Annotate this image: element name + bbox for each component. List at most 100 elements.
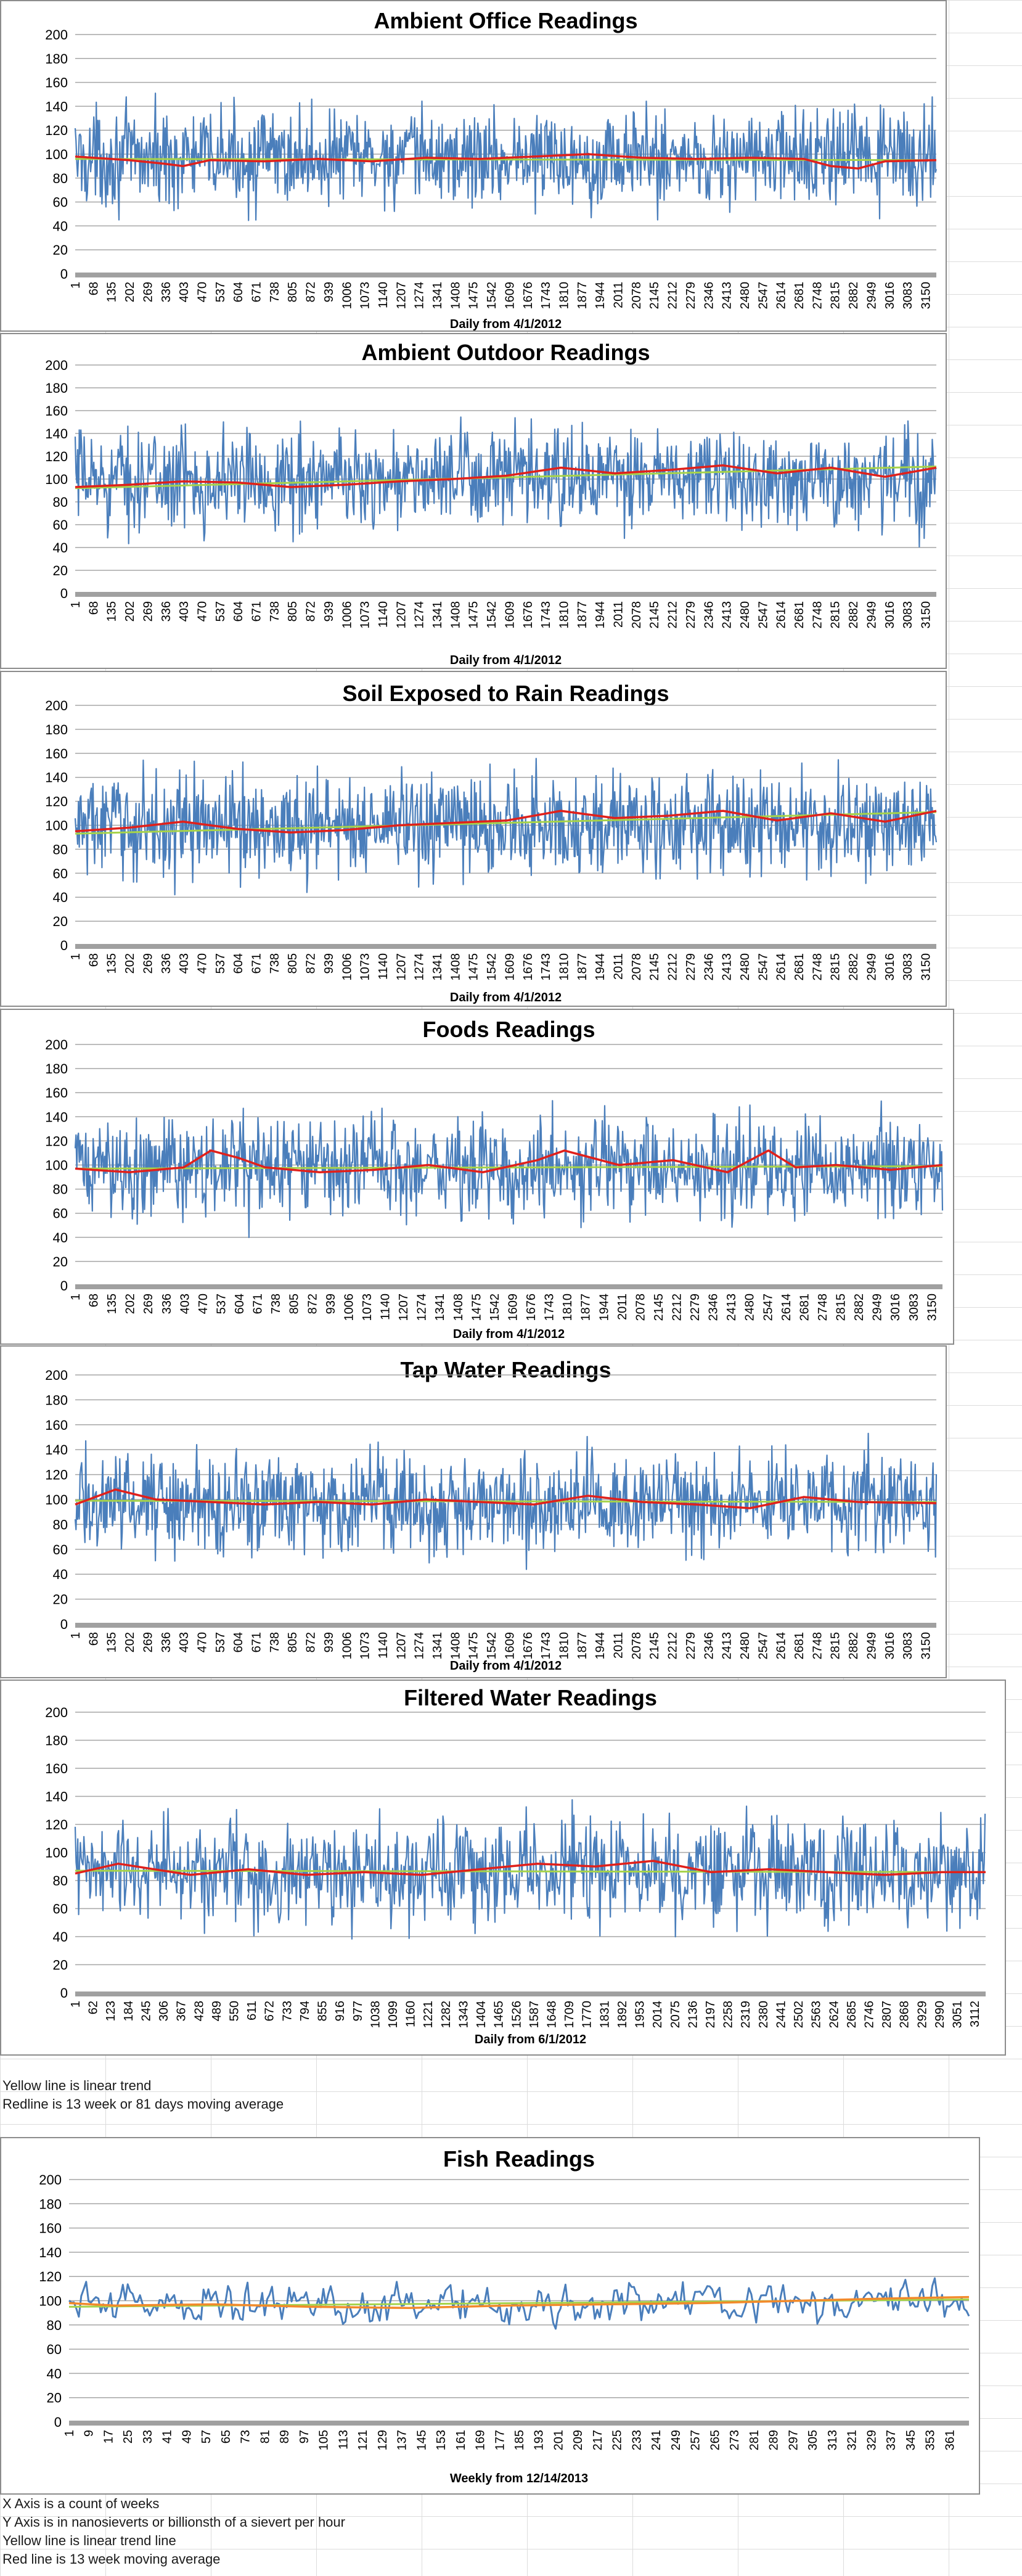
x-tick-label: 3112 bbox=[968, 2001, 982, 2027]
x-tick-label: 1408 bbox=[449, 953, 462, 981]
x-tick-label: 202 bbox=[123, 282, 137, 302]
y-tick-label: 80 bbox=[53, 1873, 68, 1889]
x-tick-label: 1743 bbox=[539, 282, 553, 310]
x-tick-label: 3083 bbox=[901, 282, 915, 310]
x-tick-label: 2078 bbox=[634, 1294, 647, 1321]
x-tick-label: 2346 bbox=[702, 953, 716, 981]
x-tick-label: 2279 bbox=[684, 953, 698, 981]
x-tick-label: 201 bbox=[552, 2430, 565, 2450]
x-tick-label: 2480 bbox=[738, 1632, 752, 1660]
x-tick-label: 2078 bbox=[630, 953, 644, 981]
x-tick-label: 2413 bbox=[721, 282, 734, 310]
y-tick-label: 140 bbox=[45, 1442, 68, 1458]
y-tick-label: 100 bbox=[45, 1158, 68, 1173]
series-line-moving-average bbox=[75, 464, 937, 488]
x-tick-label: 209 bbox=[571, 2430, 585, 2450]
x-tick-label: 2212 bbox=[666, 282, 680, 310]
x-tick-label: 2868 bbox=[898, 2001, 912, 2028]
x-tick-label: 1676 bbox=[521, 601, 535, 629]
x-tick-label: 1006 bbox=[340, 953, 354, 981]
x-tick-label: 1274 bbox=[413, 282, 427, 310]
x-tick-label: 2547 bbox=[756, 953, 770, 981]
y-tick-label: 100 bbox=[45, 472, 68, 487]
x-tick-label: 2197 bbox=[704, 2001, 717, 2028]
x-tick-label: 671 bbox=[251, 1294, 265, 1314]
y-tick-label: 200 bbox=[45, 358, 68, 373]
x-tick-label: 2815 bbox=[829, 953, 843, 981]
x-tick-label: 2681 bbox=[793, 1632, 806, 1660]
x-tick-label: 135 bbox=[105, 282, 119, 302]
x-tick-label: 313 bbox=[826, 2430, 840, 2450]
x-tick-label: 184 bbox=[122, 2001, 136, 2021]
chart-svg: Fish Readings 0 20 40 60 80 100 120 140 160 180 200… bbox=[39, 2146, 970, 2485]
y-tick-label: 180 bbox=[45, 1733, 68, 1749]
y-tick-label: 60 bbox=[53, 1542, 68, 1557]
chart-svg: Foods Readings 0 20 40 60 80 100 120 140 160 180 20… bbox=[45, 1017, 944, 1341]
x-tick-label: 306 bbox=[157, 2001, 171, 2021]
x-tick-label: 1160 bbox=[404, 2001, 418, 2027]
x-tick-label: 185 bbox=[513, 2430, 526, 2450]
y-tick-label: 180 bbox=[39, 2196, 62, 2212]
x-tick-label: 939 bbox=[322, 601, 336, 621]
x-tick-label: 3150 bbox=[919, 953, 933, 981]
x-tick-label: 1944 bbox=[597, 1294, 611, 1321]
y-tick-label: 40 bbox=[53, 540, 68, 556]
x-tick-label: 738 bbox=[268, 1632, 282, 1652]
y-tick-label: 140 bbox=[45, 99, 68, 114]
x-tick-label: 49 bbox=[180, 2430, 194, 2443]
x-tick-label: 2949 bbox=[865, 282, 878, 310]
x-tick-label: 1676 bbox=[521, 953, 535, 981]
x-axis-label: Daily from 6/1/2012 bbox=[475, 2033, 586, 2046]
x-tick-label: 2681 bbox=[793, 601, 806, 629]
y-tick-label: 120 bbox=[45, 1817, 68, 1832]
series-line-moving-average bbox=[75, 1488, 937, 1509]
x-tick-label: 3016 bbox=[883, 953, 897, 981]
x-tick-label: 1341 bbox=[433, 1294, 447, 1321]
x-tick-label: 671 bbox=[250, 282, 264, 302]
x-tick-label: 1140 bbox=[377, 953, 390, 980]
x-tick-label: 1475 bbox=[467, 953, 481, 981]
x-tick-label: 470 bbox=[195, 953, 209, 974]
y-tick-label: 140 bbox=[45, 426, 68, 441]
x-tick-label: 121 bbox=[356, 2430, 370, 2450]
x-tick-label: 2547 bbox=[756, 1632, 770, 1660]
x-tick-label: 2075 bbox=[669, 2001, 682, 2028]
x-tick-label: 1073 bbox=[359, 953, 372, 981]
series-line-trend bbox=[75, 1499, 937, 1503]
x-tick-label: 3083 bbox=[901, 953, 915, 981]
x-tick-label: 305 bbox=[806, 2430, 820, 2450]
x-tick-label: 1877 bbox=[576, 282, 589, 310]
x-tick-label: 1038 bbox=[369, 2001, 382, 2028]
x-tick-label: 1475 bbox=[467, 601, 481, 629]
x-tick-label: 68 bbox=[87, 1632, 100, 1646]
x-tick-label: 1810 bbox=[557, 1632, 571, 1660]
x-tick-label: 1526 bbox=[510, 2001, 523, 2028]
x-tick-label: 1648 bbox=[546, 2001, 559, 2028]
x-tick-label: 2681 bbox=[798, 1294, 811, 1321]
y-tick-label: 80 bbox=[53, 842, 68, 857]
x-tick-label: 2212 bbox=[666, 601, 680, 629]
y-tick-label: 200 bbox=[45, 1705, 68, 1720]
x-tick-label: 805 bbox=[286, 953, 300, 974]
series-line-readings bbox=[74, 1100, 944, 1239]
y-tick-label: 120 bbox=[45, 449, 68, 464]
x-tick-label: 337 bbox=[885, 2430, 898, 2450]
x-tick-label: 2815 bbox=[829, 1632, 843, 1660]
x-tick-label: 2882 bbox=[847, 1632, 861, 1660]
series-line-moving-average bbox=[75, 1149, 943, 1173]
x-tick-label: 245 bbox=[139, 2001, 153, 2021]
y-tick-label: 100 bbox=[45, 1492, 68, 1507]
x-tick-label: 2279 bbox=[684, 282, 698, 310]
x-tick-label: 269 bbox=[141, 282, 155, 302]
x-tick-label: 361 bbox=[943, 2430, 957, 2450]
x-tick-label: 2681 bbox=[793, 282, 806, 310]
x-tick-label: 2949 bbox=[865, 1632, 878, 1660]
x-tick-label: 2078 bbox=[630, 601, 644, 629]
x-tick-label: 1475 bbox=[470, 1294, 483, 1321]
x-tick-label: 1140 bbox=[379, 1294, 393, 1320]
x-tick-label: 202 bbox=[124, 1294, 137, 1314]
x-tick-label: 604 bbox=[232, 953, 245, 974]
x-axis-line bbox=[75, 273, 936, 277]
x-tick-label: 1609 bbox=[503, 953, 517, 981]
y-tick-label: 0 bbox=[60, 938, 68, 953]
